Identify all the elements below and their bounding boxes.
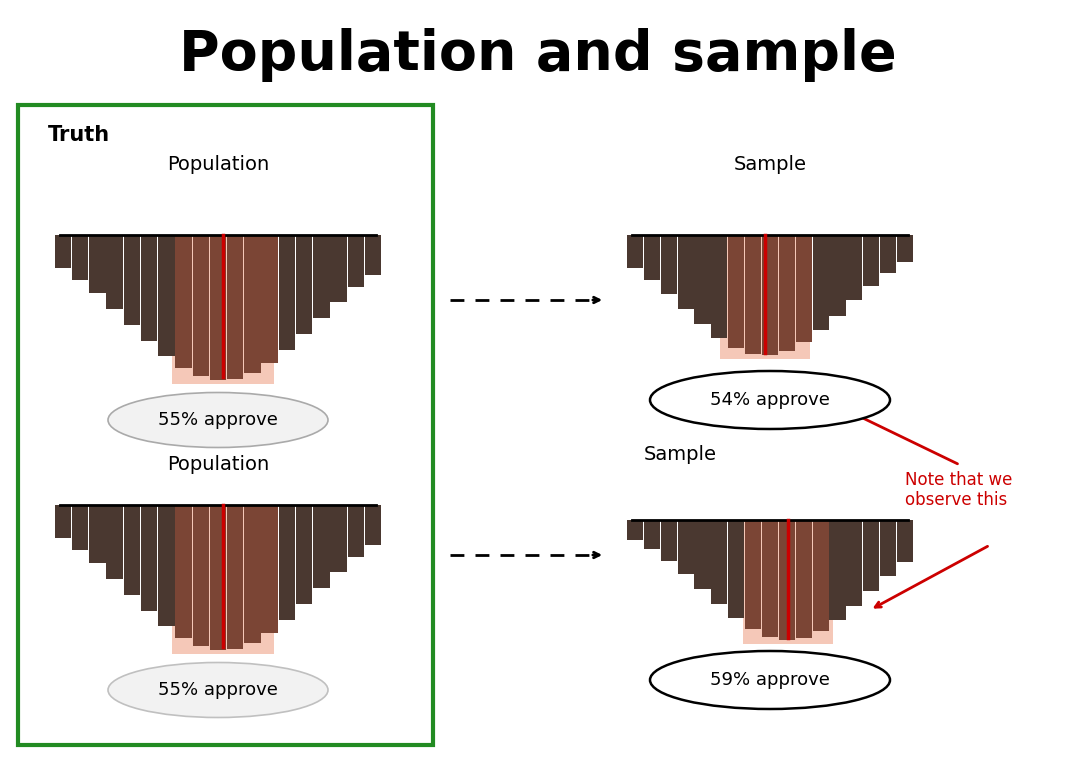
Bar <box>661 520 677 561</box>
Bar <box>643 520 660 549</box>
Ellipse shape <box>108 392 328 447</box>
Bar <box>863 520 879 591</box>
Bar <box>210 505 226 650</box>
Bar <box>279 505 295 620</box>
Bar <box>141 235 157 341</box>
Bar <box>728 520 745 618</box>
Bar <box>762 520 778 637</box>
Text: Sample: Sample <box>643 446 717 464</box>
Bar <box>744 520 833 644</box>
Bar <box>795 235 812 342</box>
Bar <box>244 505 260 643</box>
Bar <box>172 505 274 655</box>
Bar <box>227 505 243 649</box>
Bar <box>193 505 209 646</box>
Bar <box>830 520 846 620</box>
Bar <box>627 235 643 268</box>
Bar <box>830 235 846 315</box>
Bar <box>72 505 88 550</box>
Bar <box>795 520 812 638</box>
Bar <box>678 235 694 309</box>
Bar <box>107 235 123 308</box>
Bar <box>643 235 660 281</box>
Bar <box>661 235 677 295</box>
Bar <box>880 520 896 576</box>
Bar <box>89 505 105 564</box>
Text: Population: Population <box>167 456 269 474</box>
Text: Truth: Truth <box>48 125 110 145</box>
Text: Sample: Sample <box>734 156 807 174</box>
Bar <box>55 235 71 268</box>
Bar <box>296 505 312 604</box>
Bar <box>261 235 278 363</box>
Bar <box>244 235 260 373</box>
Text: Population: Population <box>167 156 269 174</box>
Bar <box>330 505 346 572</box>
Bar <box>365 505 381 544</box>
Bar <box>711 520 727 604</box>
Bar <box>779 520 795 640</box>
Bar <box>847 235 863 301</box>
Text: 54% approve: 54% approve <box>710 391 830 409</box>
Text: Note that we
observe this: Note that we observe this <box>905 470 1013 510</box>
Bar <box>863 235 879 286</box>
Bar <box>365 235 381 274</box>
Bar <box>694 235 710 325</box>
Ellipse shape <box>108 662 328 718</box>
Bar <box>313 235 329 318</box>
Bar <box>141 505 157 611</box>
Bar <box>627 520 643 540</box>
Bar <box>812 520 829 631</box>
Bar <box>107 505 123 579</box>
Bar <box>745 235 761 354</box>
Bar <box>330 235 346 302</box>
Bar <box>55 505 71 538</box>
Text: 55% approve: 55% approve <box>158 411 278 429</box>
Ellipse shape <box>650 651 890 709</box>
Bar <box>728 235 745 348</box>
Bar <box>124 505 140 595</box>
Bar <box>158 505 174 625</box>
Bar <box>721 235 809 359</box>
Bar <box>158 235 174 355</box>
Bar <box>296 235 312 335</box>
Text: 59% approve: 59% approve <box>710 671 830 689</box>
Bar <box>348 505 364 557</box>
FancyBboxPatch shape <box>18 105 433 745</box>
Bar <box>745 520 761 629</box>
Bar <box>711 235 727 338</box>
Bar <box>694 520 710 589</box>
Bar <box>880 235 896 273</box>
Bar <box>779 235 795 351</box>
Bar <box>227 235 243 379</box>
Bar <box>124 235 140 325</box>
Bar <box>678 520 694 574</box>
Bar <box>348 235 364 288</box>
Ellipse shape <box>650 371 890 429</box>
Bar <box>175 235 192 368</box>
Bar <box>762 235 778 355</box>
Bar <box>172 235 274 385</box>
Bar <box>313 505 329 588</box>
Text: 55% approve: 55% approve <box>158 681 278 699</box>
Bar <box>89 235 105 294</box>
Text: Population and sample: Population and sample <box>180 28 896 82</box>
Bar <box>210 235 226 380</box>
Bar <box>812 235 829 330</box>
Bar <box>72 235 88 280</box>
Bar <box>897 520 914 562</box>
Bar <box>847 520 863 606</box>
Bar <box>175 505 192 638</box>
Bar <box>897 235 914 262</box>
Bar <box>193 235 209 376</box>
Bar <box>279 235 295 350</box>
Bar <box>261 505 278 633</box>
